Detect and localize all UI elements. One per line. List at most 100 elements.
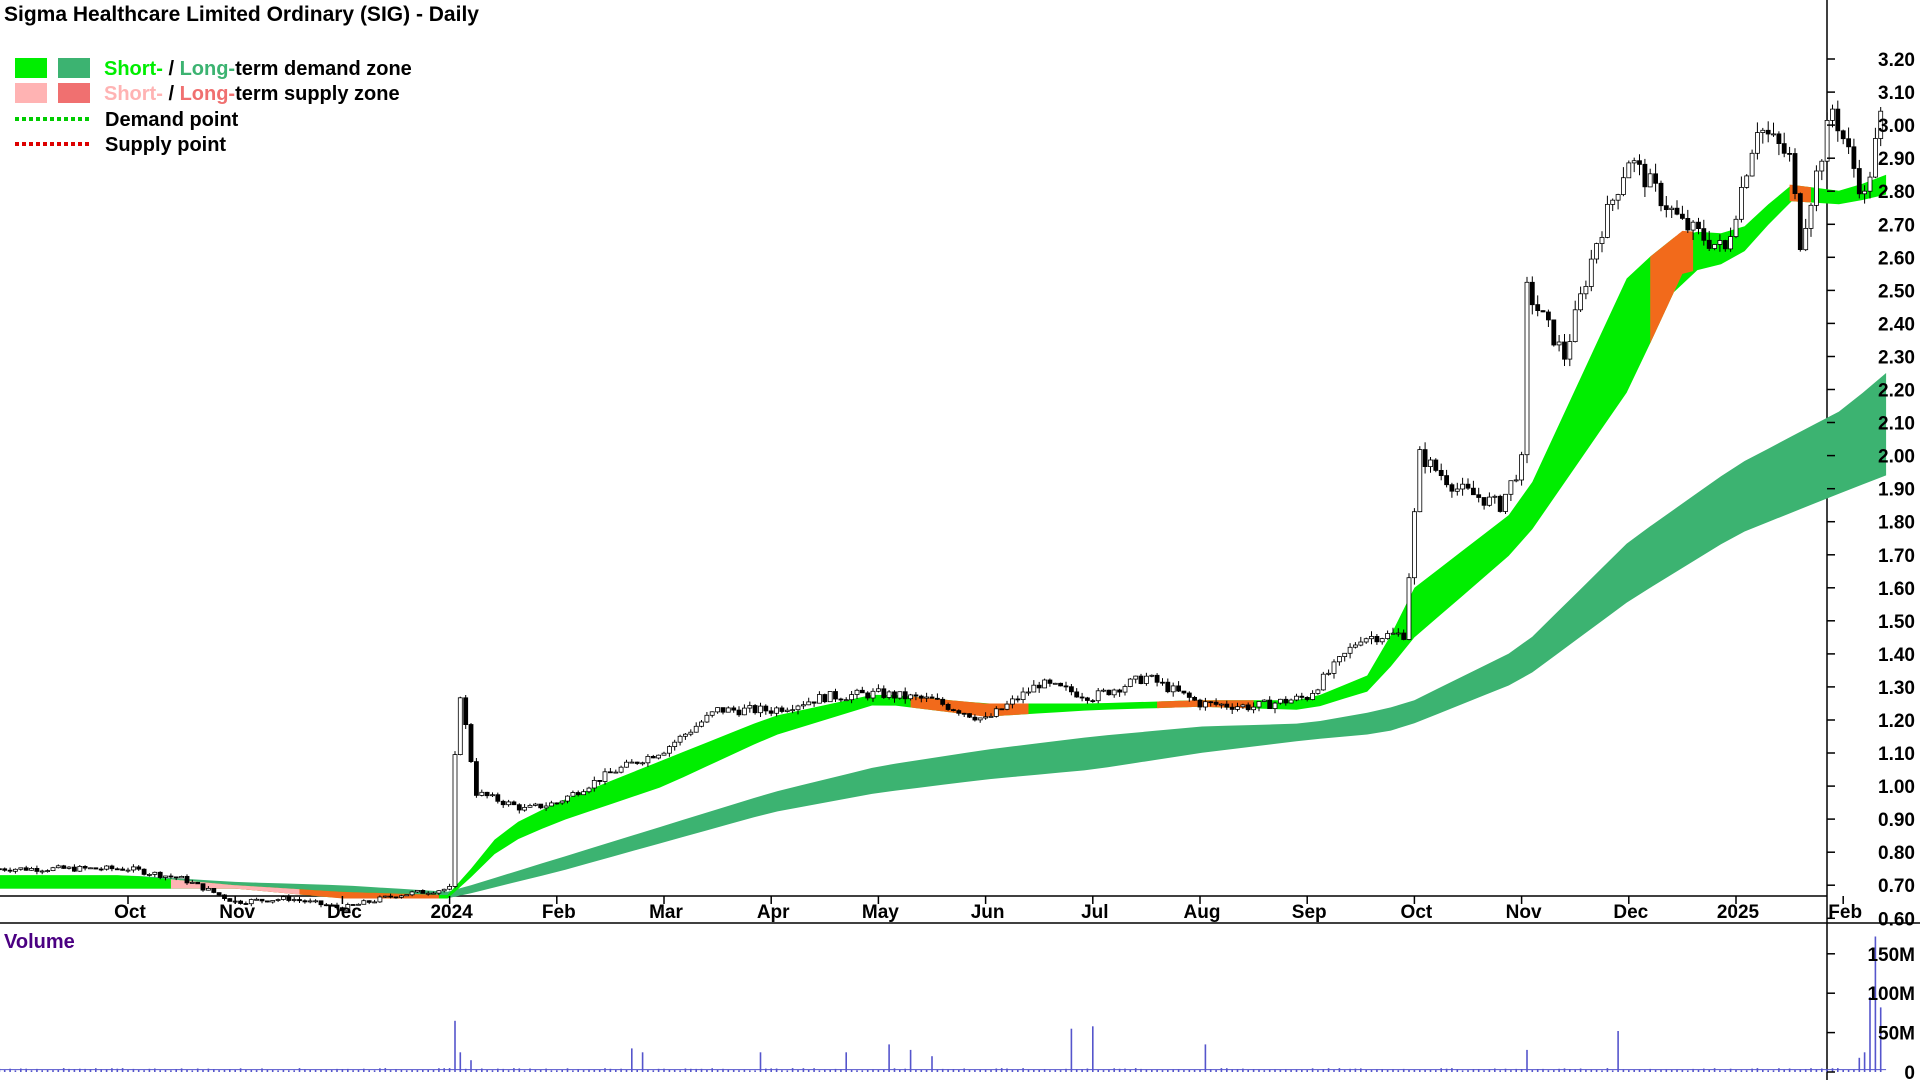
month-tick-label: Dec (1613, 902, 1648, 923)
candle-body (817, 694, 822, 704)
candle-body (586, 787, 592, 793)
candle-body (1615, 194, 1621, 201)
candle-body (1363, 638, 1369, 643)
candle-body (270, 900, 276, 903)
candle-body (1020, 691, 1026, 700)
candle-body (506, 801, 512, 806)
candle-body (120, 868, 125, 871)
candle-body (1245, 704, 1251, 711)
legend-supply-point: Supply point (105, 134, 226, 156)
candle-body (1647, 173, 1653, 188)
candle-body (1069, 686, 1074, 693)
candle-body (1803, 227, 1809, 251)
candle-body (608, 771, 613, 774)
candle-body (1492, 495, 1498, 498)
candle-body (88, 867, 93, 870)
candle-body (500, 800, 506, 806)
candle-body (709, 711, 715, 716)
candle-body (699, 721, 704, 727)
candle-body (1170, 685, 1176, 693)
candle-body (527, 805, 533, 808)
candle-body (382, 895, 388, 898)
price-tick-label: 2.60 (1878, 248, 1915, 269)
candle-body (1337, 656, 1342, 663)
candle-body (179, 876, 185, 879)
candle-body (1010, 698, 1015, 705)
candle-body (677, 735, 683, 743)
candle-body (1696, 221, 1701, 229)
candle-body (1487, 496, 1492, 506)
candle-body (1642, 163, 1648, 188)
candle-body (1851, 146, 1857, 169)
candle-body (1042, 679, 1047, 689)
candle-body (554, 802, 560, 805)
candle-body (1878, 110, 1884, 139)
candle-body (1422, 449, 1428, 468)
candle-body (372, 901, 378, 904)
price-tick-label: 1.10 (1878, 744, 1915, 765)
candle-body (447, 886, 453, 890)
candle-body (1717, 240, 1723, 245)
candle-body (1733, 218, 1739, 238)
candle-body (1765, 129, 1771, 135)
price-tick-label: 2.20 (1878, 381, 1915, 402)
candle-body (1165, 681, 1171, 693)
candle-body (549, 802, 554, 807)
candle-body (715, 707, 720, 713)
candle-body (398, 895, 404, 898)
candle-body (1101, 689, 1106, 692)
candle-body (1235, 706, 1240, 710)
candle-body (473, 761, 479, 796)
candle-body (1508, 480, 1514, 495)
candle-body (1701, 228, 1707, 241)
candle-body (1090, 700, 1096, 702)
candle-body (1079, 696, 1085, 699)
long-term-demand-zone (0, 373, 1887, 899)
price-tick-label: 0.70 (1878, 876, 1915, 897)
candle-body (1621, 177, 1626, 195)
candle-body (23, 867, 29, 871)
price-tick-label: 1.20 (1878, 711, 1915, 732)
candle-body (409, 891, 415, 896)
candle-body (1197, 699, 1203, 708)
candle-body (859, 689, 865, 694)
candle-body (725, 707, 731, 713)
candle-body (146, 874, 152, 876)
candle-body (339, 907, 345, 912)
candle-body (602, 771, 608, 782)
candle-body (1588, 258, 1594, 287)
candle-body (264, 900, 270, 903)
candle-body (543, 805, 549, 809)
candle-body (1299, 695, 1305, 698)
candle-body (495, 794, 501, 802)
month-tick-label: Feb (542, 902, 576, 923)
candle-body (1792, 153, 1798, 194)
price-tick-label: 1.00 (1878, 777, 1915, 798)
candle-body (822, 694, 828, 703)
candle-body (1605, 203, 1610, 238)
candle-body (1347, 646, 1353, 654)
candle-body (1744, 175, 1750, 188)
candle-body (1374, 636, 1380, 643)
legend-demand-zone: Short- / Long-term demand zone (104, 58, 412, 80)
candle-body (1385, 633, 1390, 639)
candle-body (752, 705, 758, 714)
candle-body (1390, 632, 1396, 635)
candle-body (876, 688, 881, 692)
candle-body (1599, 236, 1605, 244)
candle-body (559, 800, 565, 804)
candle-body (779, 707, 785, 712)
candle-body (280, 896, 286, 900)
volume-bars (0, 936, 1887, 1072)
candle-body (1004, 703, 1010, 710)
price-tick-label: 0.90 (1878, 810, 1915, 831)
legend-swatch-short-supply (15, 83, 47, 103)
candle-body (1358, 641, 1364, 646)
candle-body (865, 692, 871, 699)
candle-body (1594, 243, 1599, 260)
candle-body (1149, 674, 1155, 677)
candle-body (1063, 685, 1069, 688)
candle-body (533, 803, 538, 806)
price-tick-label: 3.10 (1878, 83, 1915, 104)
